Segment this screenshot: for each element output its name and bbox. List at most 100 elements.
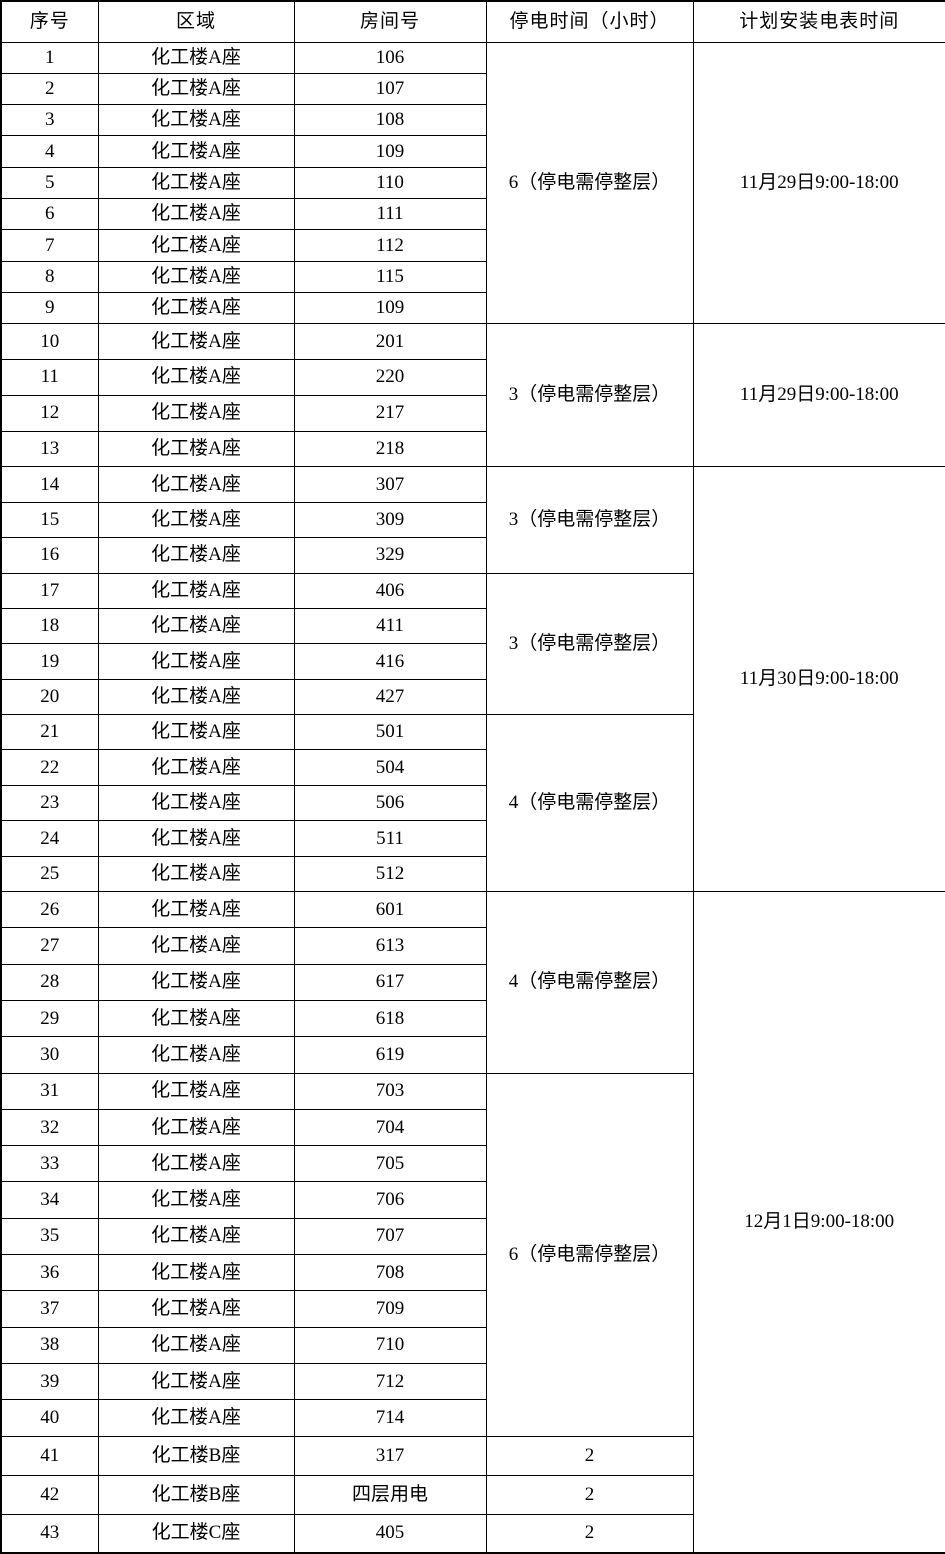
room-cell: 220: [293, 358, 487, 396]
room-cell: 110: [293, 166, 487, 199]
area-cell: 化工楼A座: [97, 501, 295, 539]
table-row: 39 化工楼A座 712: [0, 1362, 945, 1401]
area-cell: 化工楼A座: [97, 643, 295, 680]
outage-hours-cell: 3（停电需停整层）: [485, 572, 694, 716]
area-cell: 化工楼A座: [97, 999, 295, 1038]
area-cell: 化工楼A座: [97, 537, 295, 574]
table-row: 15 化工楼A座 309: [0, 501, 945, 539]
table-row: 12 化工楼A座 217: [0, 394, 945, 432]
room-cell: 201: [293, 323, 487, 360]
outage-hours-cell: 6（停电需停整层）: [485, 41, 694, 325]
seq-cell: 26: [0, 891, 99, 929]
area-cell: 化工楼A座: [97, 166, 295, 199]
area-cell: 化工楼A座: [97, 394, 295, 432]
area-cell: 化工楼A座: [97, 820, 295, 857]
table-row: 14 化工楼A座 307 3（停电需停整层） 11月30日9:00-18:00: [0, 466, 945, 893]
room-cell: 708: [293, 1254, 487, 1292]
install-time-cell: 11月30日9:00-18:00: [692, 466, 945, 893]
outage-hours-cell: 2: [485, 1513, 694, 1554]
area-cell: 化工楼A座: [97, 358, 295, 396]
area-cell: 化工楼A座: [97, 135, 295, 168]
room-cell: 218: [293, 430, 487, 468]
area-cell: 化工楼B座: [97, 1435, 295, 1476]
area-cell: 化工楼A座: [97, 714, 295, 751]
seq-cell: 20: [0, 678, 99, 716]
table-row: 19 化工楼A座 416: [0, 643, 945, 680]
area-cell: 化工楼A座: [97, 291, 295, 325]
area-cell: 化工楼A座: [97, 1290, 295, 1328]
area-cell: 化工楼A座: [97, 1254, 295, 1292]
area-cell: 化工楼A座: [97, 1326, 295, 1364]
table-row: 17 化工楼A座 406 3（停电需停整层）: [0, 572, 945, 716]
seq-cell: 40: [0, 1399, 99, 1437]
room-cell: 427: [293, 678, 487, 716]
room-cell: 706: [293, 1181, 487, 1219]
area-cell: 化工楼A座: [97, 678, 295, 716]
room-cell: 411: [293, 607, 487, 645]
area-cell: 化工楼A座: [97, 1036, 295, 1074]
room-cell: 109: [293, 291, 487, 325]
area-cell: 化工楼A座: [97, 229, 295, 262]
table-row: 1 化工楼A座 106 6（停电需停整层） 11月29日9:00-18:00: [0, 41, 945, 325]
seq-cell: 30: [0, 1036, 99, 1074]
room-cell: 109: [293, 135, 487, 168]
table-row: 24 化工楼A座 511: [0, 820, 945, 857]
seq-cell: 32: [0, 1108, 99, 1147]
seq-cell: 8: [0, 260, 99, 293]
room-cell: 613: [293, 927, 487, 965]
seq-cell: 17: [0, 572, 99, 609]
table-row: 3 化工楼A座 108: [0, 104, 945, 137]
table-row: 9 化工楼A座 109: [0, 291, 945, 325]
seq-cell: 11: [0, 358, 99, 396]
seq-cell: 6: [0, 197, 99, 231]
seq-cell: 3: [0, 104, 99, 137]
area-cell: 化工楼A座: [97, 1399, 295, 1437]
seq-cell: 35: [0, 1217, 99, 1256]
table-row: 29 化工楼A座 618: [0, 999, 945, 1038]
room-cell: 704: [293, 1108, 487, 1147]
seq-cell: 36: [0, 1254, 99, 1292]
table-row: 5 化工楼A座 110: [0, 166, 945, 199]
seq-cell: 7: [0, 229, 99, 262]
area-cell: 化工楼A座: [97, 323, 295, 360]
install-time-cell: 11月29日9:00-18:00: [692, 323, 945, 468]
seq-cell: 16: [0, 537, 99, 574]
area-cell: 化工楼A座: [97, 1145, 295, 1183]
seq-cell: 29: [0, 999, 99, 1038]
seq-cell: 38: [0, 1326, 99, 1364]
seq-cell: 9: [0, 291, 99, 325]
seq-cell: 41: [0, 1435, 99, 1476]
seq-cell: 2: [0, 72, 99, 106]
table-header: 序号 区域 房间号 停电时间（小时） 计划安装电表时间: [0, 0, 945, 43]
seq-cell: 31: [0, 1072, 99, 1110]
table-row: 40 化工楼A座 714: [0, 1399, 945, 1437]
room-cell: 705: [293, 1145, 487, 1183]
seq-cell: 23: [0, 784, 99, 822]
room-cell: 712: [293, 1362, 487, 1401]
area-cell: 化工楼A座: [97, 430, 295, 468]
table-row: 8 化工楼A座 115: [0, 260, 945, 293]
table-row: 35 化工楼A座 707: [0, 1217, 945, 1256]
seq-cell: 34: [0, 1181, 99, 1219]
table-row: 6 化工楼A座 111: [0, 197, 945, 231]
table-row: 27 化工楼A座 613: [0, 927, 945, 965]
table-row: 2 化工楼A座 107: [0, 72, 945, 106]
outage-hours-cell: 2: [485, 1435, 694, 1476]
table-row: 36 化工楼A座 708: [0, 1254, 945, 1292]
room-cell: 112: [293, 229, 487, 262]
room-cell: 416: [293, 643, 487, 680]
table-row: 33 化工楼A座 705: [0, 1145, 945, 1183]
col-header-area: 区域: [97, 0, 295, 43]
room-cell: 504: [293, 749, 487, 786]
seq-cell: 13: [0, 430, 99, 468]
seq-cell: 21: [0, 714, 99, 751]
area-cell: 化工楼A座: [97, 72, 295, 106]
room-cell: 703: [293, 1072, 487, 1110]
table-row: 34 化工楼A座 706: [0, 1181, 945, 1219]
area-cell: 化工楼A座: [97, 1108, 295, 1147]
area-cell: 化工楼A座: [97, 572, 295, 609]
room-cell: 710: [293, 1326, 487, 1364]
outage-hours-cell: 2: [485, 1474, 694, 1515]
room-cell: 618: [293, 999, 487, 1038]
